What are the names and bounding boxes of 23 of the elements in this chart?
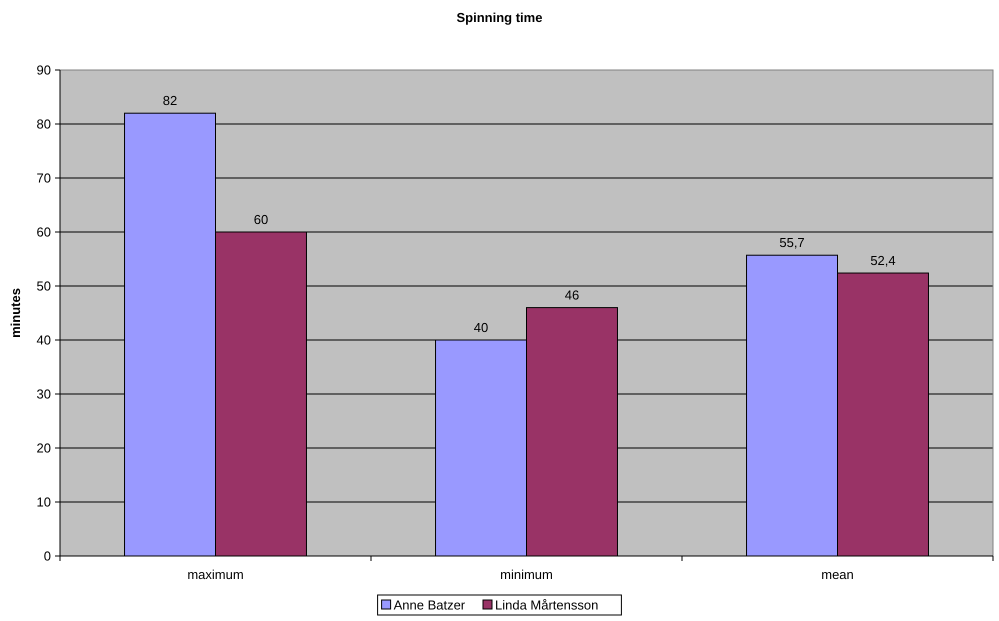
data-label: 52,4 xyxy=(870,253,896,268)
data-label: 82 xyxy=(162,93,178,108)
x-tick-label: mean xyxy=(821,567,854,582)
legend-label: Linda Mårtensson xyxy=(495,598,598,612)
y-tick-label: 50 xyxy=(36,278,51,294)
legend-label: Anne Batzer xyxy=(394,598,466,612)
y-tick-label: 60 xyxy=(36,224,51,240)
y-tick-label: 20 xyxy=(36,440,51,456)
y-tick-label: 10 xyxy=(36,494,51,510)
data-label: 55,7 xyxy=(779,235,805,250)
y-tick-label: 30 xyxy=(36,386,51,402)
chart-title: Spinning time xyxy=(456,10,542,25)
x-tick-label: maximum xyxy=(187,567,244,582)
y-tick-label: 90 xyxy=(36,62,51,78)
data-label: 60 xyxy=(254,212,268,227)
x-tick-label: minimum xyxy=(500,567,553,582)
y-tick-label: 70 xyxy=(36,170,51,186)
data-label: 46 xyxy=(564,288,580,303)
y-tick-label: 0 xyxy=(44,548,51,564)
y-tick-label: 40 xyxy=(36,332,51,348)
data-label: 40 xyxy=(474,320,488,335)
y-axis-title: minutes xyxy=(8,288,23,338)
y-tick-label: 80 xyxy=(36,116,51,132)
